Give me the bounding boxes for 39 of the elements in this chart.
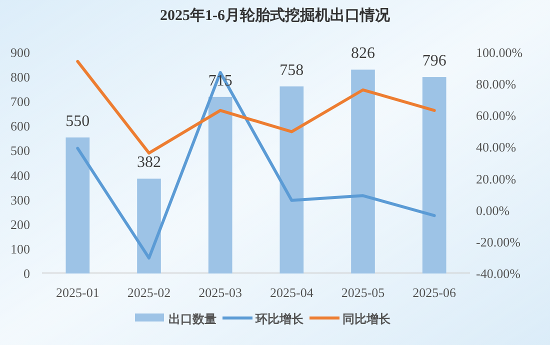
data-label: 758 — [280, 62, 304, 79]
y2-tick-label: 40.00% — [476, 140, 516, 155]
y-tick-label: 400 — [10, 168, 30, 183]
y2-tick-label: 100.00% — [476, 45, 523, 60]
bar — [351, 70, 375, 274]
y-tick-label: 0 — [24, 266, 30, 281]
data-label: 382 — [137, 154, 161, 172]
y2-tick-label: 0.00% — [476, 202, 510, 218]
y-tick-label: 600 — [10, 118, 30, 134]
bar — [137, 178, 161, 274]
y-tick-label: 100 — [10, 241, 30, 256]
y-tick-label: 200 — [10, 216, 30, 232]
bar — [208, 96, 232, 274]
y-tick-label: 800 — [10, 70, 30, 85]
x-tick-label: 2025-02 — [127, 285, 171, 300]
legend-label: 环比增长 — [254, 312, 304, 326]
y2-tick-label: 80.00% — [476, 76, 516, 92]
x-tick-label: 2025-01 — [56, 285, 100, 300]
chart-title: 2025年1-6月轮胎式挖掘机出口情况 — [160, 7, 391, 24]
y-tick-label: 900 — [10, 45, 30, 60]
y-tick-label: 500 — [10, 143, 30, 158]
legend-label: 出口数量 — [168, 312, 216, 326]
bar — [280, 86, 304, 274]
x-tick-label: 2025-05 — [341, 285, 385, 300]
y2-tick-label: -40.00% — [476, 266, 521, 281]
x-tick-label: 2025-03 — [198, 285, 242, 300]
y2-tick-label: 20.00% — [476, 171, 516, 186]
bar — [422, 77, 446, 274]
y2-tick-label: 60.00% — [476, 108, 516, 124]
y2-tick-label: -20.00% — [476, 234, 521, 250]
y-tick-label: 700 — [10, 94, 30, 110]
data-label: 796 — [422, 52, 446, 70]
bar — [66, 137, 90, 274]
x-tick-label: 2025-06 — [412, 285, 456, 300]
legend-label: 同比增长 — [342, 312, 392, 326]
x-tick-label: 2025-04 — [270, 285, 314, 300]
data-label: 826 — [351, 45, 375, 62]
data-label: 550 — [66, 112, 90, 130]
y-tick-label: 300 — [10, 192, 30, 208]
